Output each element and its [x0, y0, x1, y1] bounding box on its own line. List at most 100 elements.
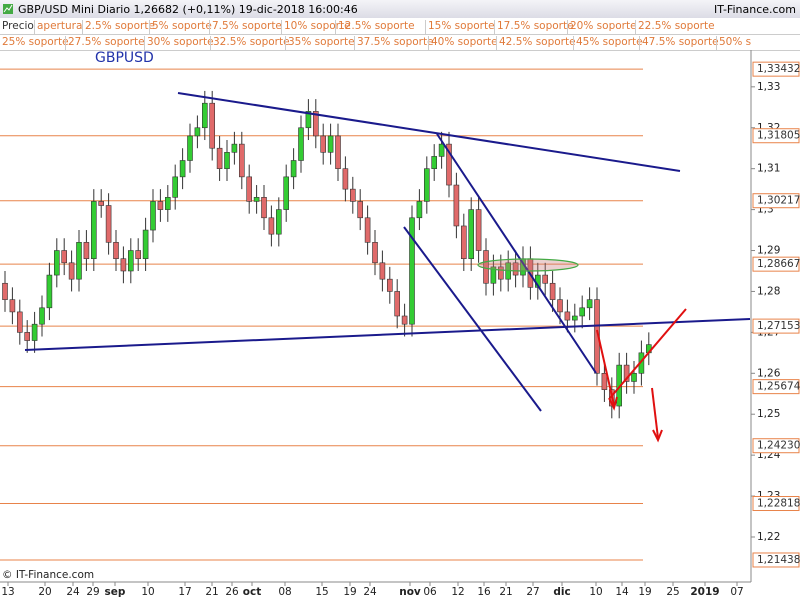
candle-body [594, 299, 600, 374]
candle-body [98, 201, 104, 206]
candle-body [542, 274, 549, 284]
candle-body [150, 201, 156, 231]
candle-body [298, 127, 304, 161]
candle-body [557, 299, 563, 313]
x-tick-label: 19 [638, 586, 651, 598]
candle-body [91, 201, 97, 260]
candle-body [135, 250, 141, 260]
candle-body [320, 135, 327, 153]
support-label: 1,27153 [757, 320, 800, 332]
price-label: Precio [2, 20, 34, 32]
candle-body [335, 135, 341, 169]
candle-body [61, 250, 68, 264]
candle-body [216, 147, 223, 169]
levels-row: Precio apertura 2.5% soporte 5% soporte 7.5%… [0, 19, 800, 35]
candle-body [431, 156, 438, 169]
level-cell: 37.5% soporte [354, 36, 434, 50]
support-label-box [752, 256, 800, 272]
arrow-head [608, 396, 618, 411]
candle-body [31, 323, 38, 341]
candle-body [401, 315, 408, 325]
candle-body [113, 242, 119, 260]
support-label: 1,31805 [757, 130, 800, 142]
trend-line [177, 92, 681, 172]
candle-body [268, 217, 275, 235]
candle-body [253, 197, 260, 202]
candle-body [372, 242, 378, 264]
x-tick-label: dic [553, 586, 570, 598]
chart-title: GBPUSD [95, 50, 154, 66]
candle-body [202, 102, 208, 129]
support-label-box [752, 552, 800, 568]
candle-body [53, 250, 60, 276]
candle-body [120, 258, 127, 272]
y-tick-label: 1,25 [757, 408, 780, 420]
level-cell: 20% soporte [567, 20, 637, 34]
y-tick-label: 1,22 [757, 531, 780, 543]
candle-body [224, 152, 230, 169]
y-tick-label: 1,26 [757, 367, 781, 379]
candle-body [2, 282, 8, 300]
candle-body [416, 201, 423, 219]
candle-body [68, 262, 75, 280]
level-cell: 30% soporte [144, 36, 214, 50]
level-cell: 10% soporte [281, 20, 351, 34]
support-label: 1,22818 [757, 498, 800, 510]
trend-line [436, 133, 597, 374]
candle-body [105, 205, 112, 243]
candle-body [194, 127, 201, 137]
icon [3, 4, 13, 14]
level-cell: 22.5% soporte [635, 20, 715, 34]
y-tick-label: 1,33 [757, 81, 780, 93]
levels-row: 25% soporte 27.5% soporte 30% soporte 32.5%… [0, 35, 800, 51]
candle-body [275, 209, 282, 235]
candle-body [549, 282, 556, 300]
support-label: 1,21438 [757, 554, 800, 566]
level-cell: 27.5% soporte [65, 36, 145, 50]
candle-body [386, 278, 393, 292]
candle-body [172, 176, 178, 198]
level-cell: 7.5% soporte [209, 20, 282, 34]
x-tick-label: 25 [666, 586, 679, 598]
candle-body [475, 209, 482, 251]
candle-body [9, 299, 16, 313]
candle-body [601, 372, 608, 390]
level-cell: 25% soporte [2, 36, 69, 48]
x-tick-label: 17 [178, 586, 191, 598]
candle-body [564, 311, 571, 321]
candle-body [128, 250, 134, 272]
trend-line [403, 226, 542, 412]
y-tick-label: 1,34 [757, 50, 781, 52]
level-cell: 40% soporte [428, 36, 498, 50]
chart: GBPUSD © IT-Finance.com 1,341,331,321,31… [0, 50, 800, 598]
x-tick-label: 10 [589, 586, 602, 598]
candle-body [261, 197, 267, 219]
support-label-box [752, 61, 800, 77]
x-tick-label: nov [399, 586, 421, 598]
candle-body [46, 274, 53, 309]
level-cell: 15% soporte [425, 20, 495, 34]
candle-body [394, 291, 401, 317]
candle-body [157, 201, 164, 210]
trend-line [609, 308, 687, 399]
support-label: 1,33432 [757, 63, 800, 75]
candle-body [187, 135, 193, 161]
x-tick-label: 21 [499, 586, 512, 598]
level-cell: 47.5% soporte [639, 36, 719, 50]
level-cell: 12.5% soporte [335, 20, 415, 34]
candle-body [209, 102, 215, 149]
candle-body [423, 168, 430, 202]
arrow-head [652, 429, 663, 443]
x-tick-label: 20 [38, 586, 51, 598]
candle-body [483, 250, 489, 284]
candle-body [468, 209, 475, 260]
candle-body [490, 266, 497, 284]
level-cell: 50% s [716, 36, 751, 50]
candle-body [571, 315, 578, 321]
support-label-box [752, 193, 800, 209]
support-label-box [752, 379, 800, 395]
support-label: 1,28667 [757, 258, 800, 270]
header-bar: GBP/USD Mini Diario 1,26682 (+0,11%) 19-… [0, 0, 800, 18]
candle-body [631, 372, 637, 382]
